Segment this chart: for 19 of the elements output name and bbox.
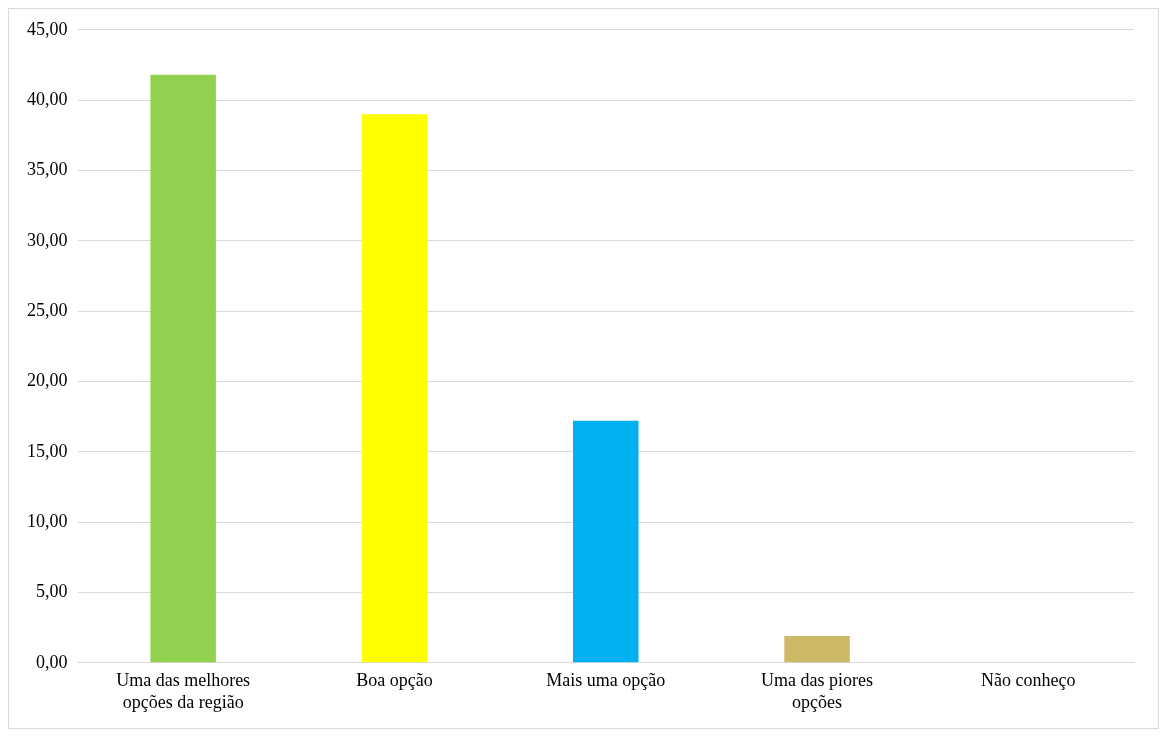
x-tick-label: Não conheço <box>981 670 1076 691</box>
y-tick-label: 35,00 <box>27 159 68 180</box>
y-tick-label: 15,00 <box>27 440 68 461</box>
y-tick-label: 20,00 <box>27 370 68 391</box>
x-tick-label: Uma das piores opções <box>761 670 874 712</box>
y-tick-label: 45,00 <box>27 18 68 39</box>
bar <box>361 114 428 663</box>
y-tick-label: 10,00 <box>27 510 68 531</box>
bar <box>784 636 850 663</box>
x-tick-label: Boa opção <box>356 670 433 691</box>
y-tick-label: 5,00 <box>36 581 68 602</box>
x-tick-label: Mais uma opção <box>546 670 666 691</box>
y-tick-label: 40,00 <box>27 88 68 109</box>
y-tick-label: 0,00 <box>36 651 68 672</box>
bar <box>150 74 216 663</box>
x-tick-label: Uma das melhores opções da região <box>116 670 251 712</box>
y-tick-label: 25,00 <box>27 299 68 320</box>
bar <box>573 420 639 663</box>
y-tick-label: 30,00 <box>27 229 68 250</box>
